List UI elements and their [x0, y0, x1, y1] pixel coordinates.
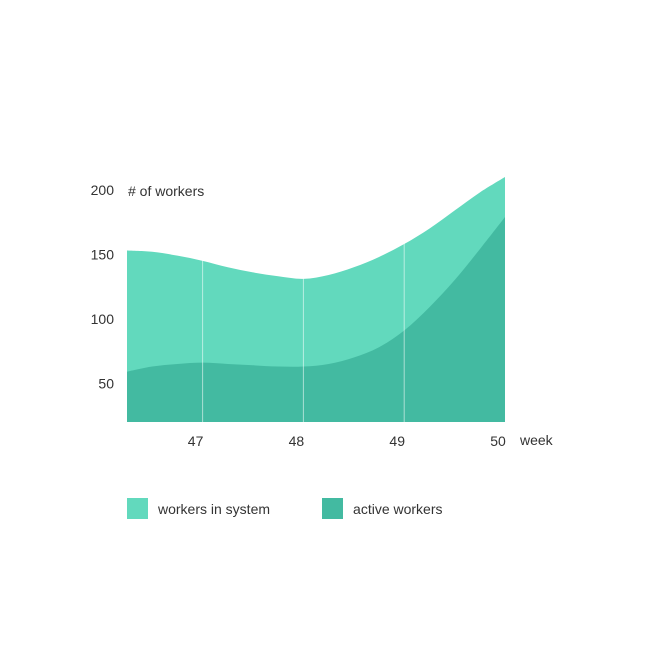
y-tick-label: 150	[91, 246, 115, 262]
legend-item-active-workers: active workers	[322, 498, 443, 519]
chart-areas	[127, 177, 505, 422]
y-tick-label: 100	[91, 311, 115, 327]
y-tick-label: 50	[98, 375, 114, 391]
legend-swatch-workers-in-system	[127, 498, 148, 519]
legend-label-active-workers: active workers	[353, 500, 443, 517]
legend-item-workers-in-system: workers in system	[127, 498, 270, 519]
x-axis-title: week	[519, 432, 554, 448]
area-active-workers	[127, 216, 505, 422]
chart-gridlines	[202, 177, 405, 422]
x-tick-label: 47	[188, 433, 204, 449]
y-axis-ticks: 50 100 150 200	[91, 182, 115, 391]
legend-swatch-active-workers	[322, 498, 344, 519]
chart-legend: workers in system active workers	[127, 498, 495, 519]
x-axis-ticks: 47 48 49 50	[188, 433, 506, 449]
x-tick-label: 48	[289, 433, 305, 449]
y-axis-title: # of workers	[128, 183, 204, 199]
x-tick-label: 50	[490, 433, 506, 449]
y-tick-label: 200	[91, 182, 115, 198]
legend-label-workers-in-system: workers in system	[158, 500, 271, 517]
x-tick-label: 49	[389, 433, 405, 449]
